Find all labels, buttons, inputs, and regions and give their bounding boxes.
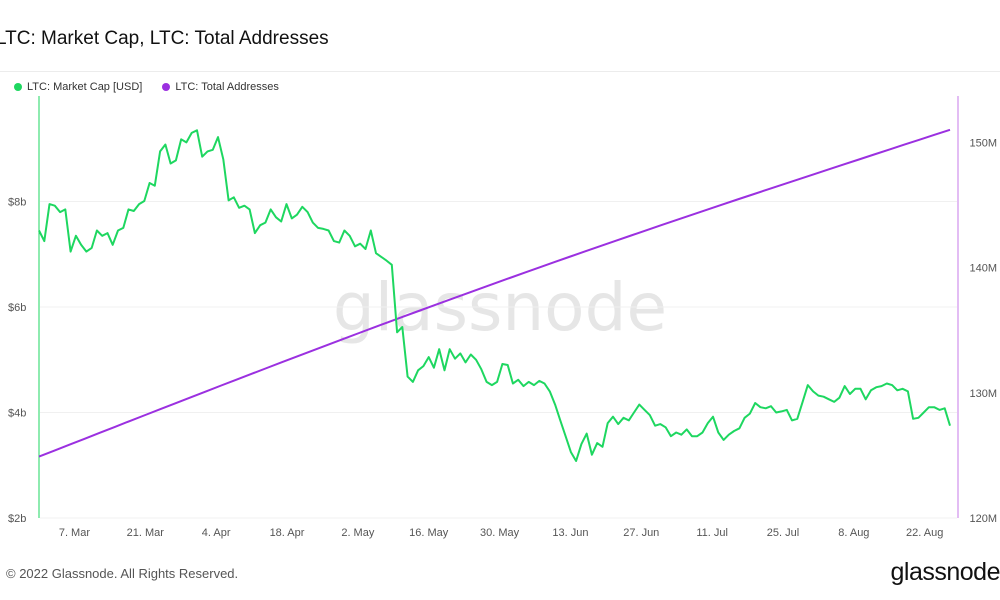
legend: LTC: Market Cap [USD] LTC: Total Address…: [14, 81, 279, 93]
right-tick-label: 130M: [969, 388, 997, 400]
left-tick-label: $6b: [8, 302, 26, 314]
legend-item-market-cap[interactable]: LTC: Market Cap [USD]: [14, 81, 142, 93]
x-tick-label: 21. Mar: [127, 527, 165, 539]
legend-item-addresses[interactable]: LTC: Total Addresses: [162, 81, 279, 93]
legend-label-addresses: LTC: Total Addresses: [175, 81, 279, 93]
left-tick-label: $4b: [8, 408, 26, 420]
x-tick-label: 2. May: [341, 527, 375, 539]
legend-dot-market-cap: [14, 83, 22, 91]
right-axis-ticks: 120M 130M 140M 150M: [969, 137, 997, 525]
right-tick-label: 150M: [969, 137, 997, 149]
x-tick-label: 27. Jun: [623, 527, 659, 539]
copyright-text: © 2022 Glassnode. All Rights Reserved.: [6, 566, 239, 581]
series-line-market-cap: [38, 129, 951, 462]
x-tick-label: 18. Apr: [270, 527, 305, 539]
x-tick-label: 13. Jun: [552, 527, 588, 539]
x-tick-label: 8. Aug: [838, 527, 869, 539]
x-tick-label: 11. Jul: [696, 527, 728, 539]
x-tick-label: 16. May: [409, 527, 449, 539]
legend-dot-addresses: [162, 83, 171, 91]
x-tick-label: 25. Jul: [767, 527, 799, 539]
x-axis-ticks: 7. Mar 21. Mar 4. Apr 18. Apr 2. May 16. May 3…: [59, 527, 944, 539]
x-tick-label: 7. Mar: [59, 527, 91, 539]
grid: [40, 201, 957, 519]
series-line-total-addresses: [38, 128, 951, 458]
legend-label-market-cap: LTC: Market Cap [USD]: [27, 81, 143, 93]
header-divider: [0, 71, 1000, 72]
x-tick-label: 30. May: [480, 527, 520, 539]
chart-title: LTC: Market Cap, LTC: Total Addresses: [0, 28, 329, 49]
x-tick-label: 22. Aug: [906, 527, 943, 539]
right-tick-label: 140M: [969, 263, 997, 275]
x-tick-label: 4. Apr: [202, 527, 231, 539]
left-tick-label: $8b: [8, 197, 26, 209]
right-tick-label: 120M: [969, 513, 997, 525]
left-tick-label: $2b: [8, 513, 26, 525]
left-axis-ticks: $2b $4b $6b $8b: [8, 197, 26, 526]
glassnode-logo[interactable]: glassnode: [890, 558, 1000, 586]
